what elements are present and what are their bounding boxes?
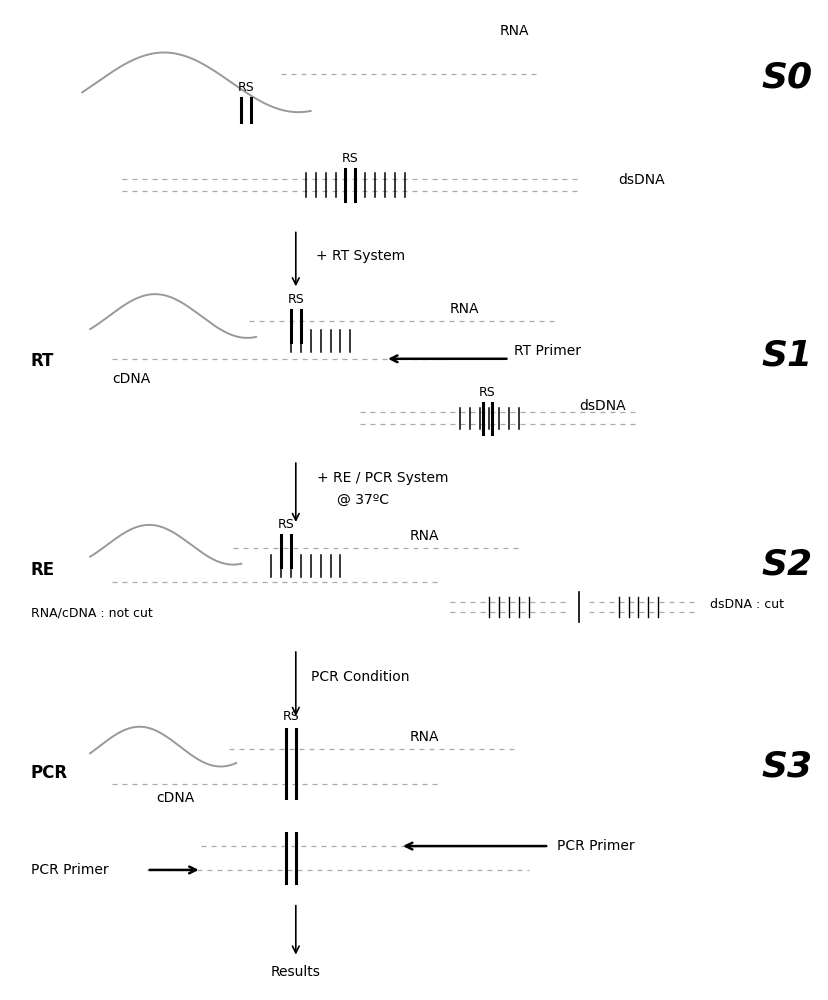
Text: RT Primer: RT Primer [513, 344, 580, 358]
Text: PCR: PCR [31, 764, 68, 782]
Text: RNA: RNA [410, 730, 439, 744]
Text: S3: S3 [761, 750, 812, 784]
Text: RS: RS [277, 518, 294, 531]
Text: + RE / PCR System: + RE / PCR System [316, 471, 448, 485]
Text: PCR Primer: PCR Primer [31, 863, 108, 877]
Text: RS: RS [479, 386, 495, 399]
Text: dsDNA: dsDNA [618, 173, 664, 187]
Text: PCR Primer: PCR Primer [556, 839, 634, 853]
Text: S0: S0 [761, 60, 812, 94]
Text: RNA: RNA [498, 24, 528, 38]
Text: cDNA: cDNA [156, 791, 195, 805]
Text: cDNA: cDNA [112, 372, 150, 386]
Text: RNA: RNA [410, 529, 439, 543]
Text: dsDNA: dsDNA [578, 399, 625, 413]
Text: + RT System: + RT System [315, 249, 404, 263]
Text: RS: RS [342, 152, 359, 165]
Text: Results: Results [271, 965, 320, 979]
Text: RT: RT [31, 352, 54, 370]
Text: S1: S1 [761, 339, 812, 373]
Text: RE: RE [31, 561, 55, 579]
Text: PCR Condition: PCR Condition [310, 670, 409, 684]
Text: RNA: RNA [450, 302, 479, 316]
Text: @ 37ºC: @ 37ºC [336, 493, 388, 507]
Text: dsDNA : cut: dsDNA : cut [709, 598, 783, 611]
Text: RS: RS [282, 710, 299, 723]
Text: S2: S2 [761, 548, 812, 582]
Text: RS: RS [287, 293, 304, 306]
Text: RS: RS [238, 81, 254, 94]
Text: RNA/cDNA : not cut: RNA/cDNA : not cut [31, 607, 152, 620]
